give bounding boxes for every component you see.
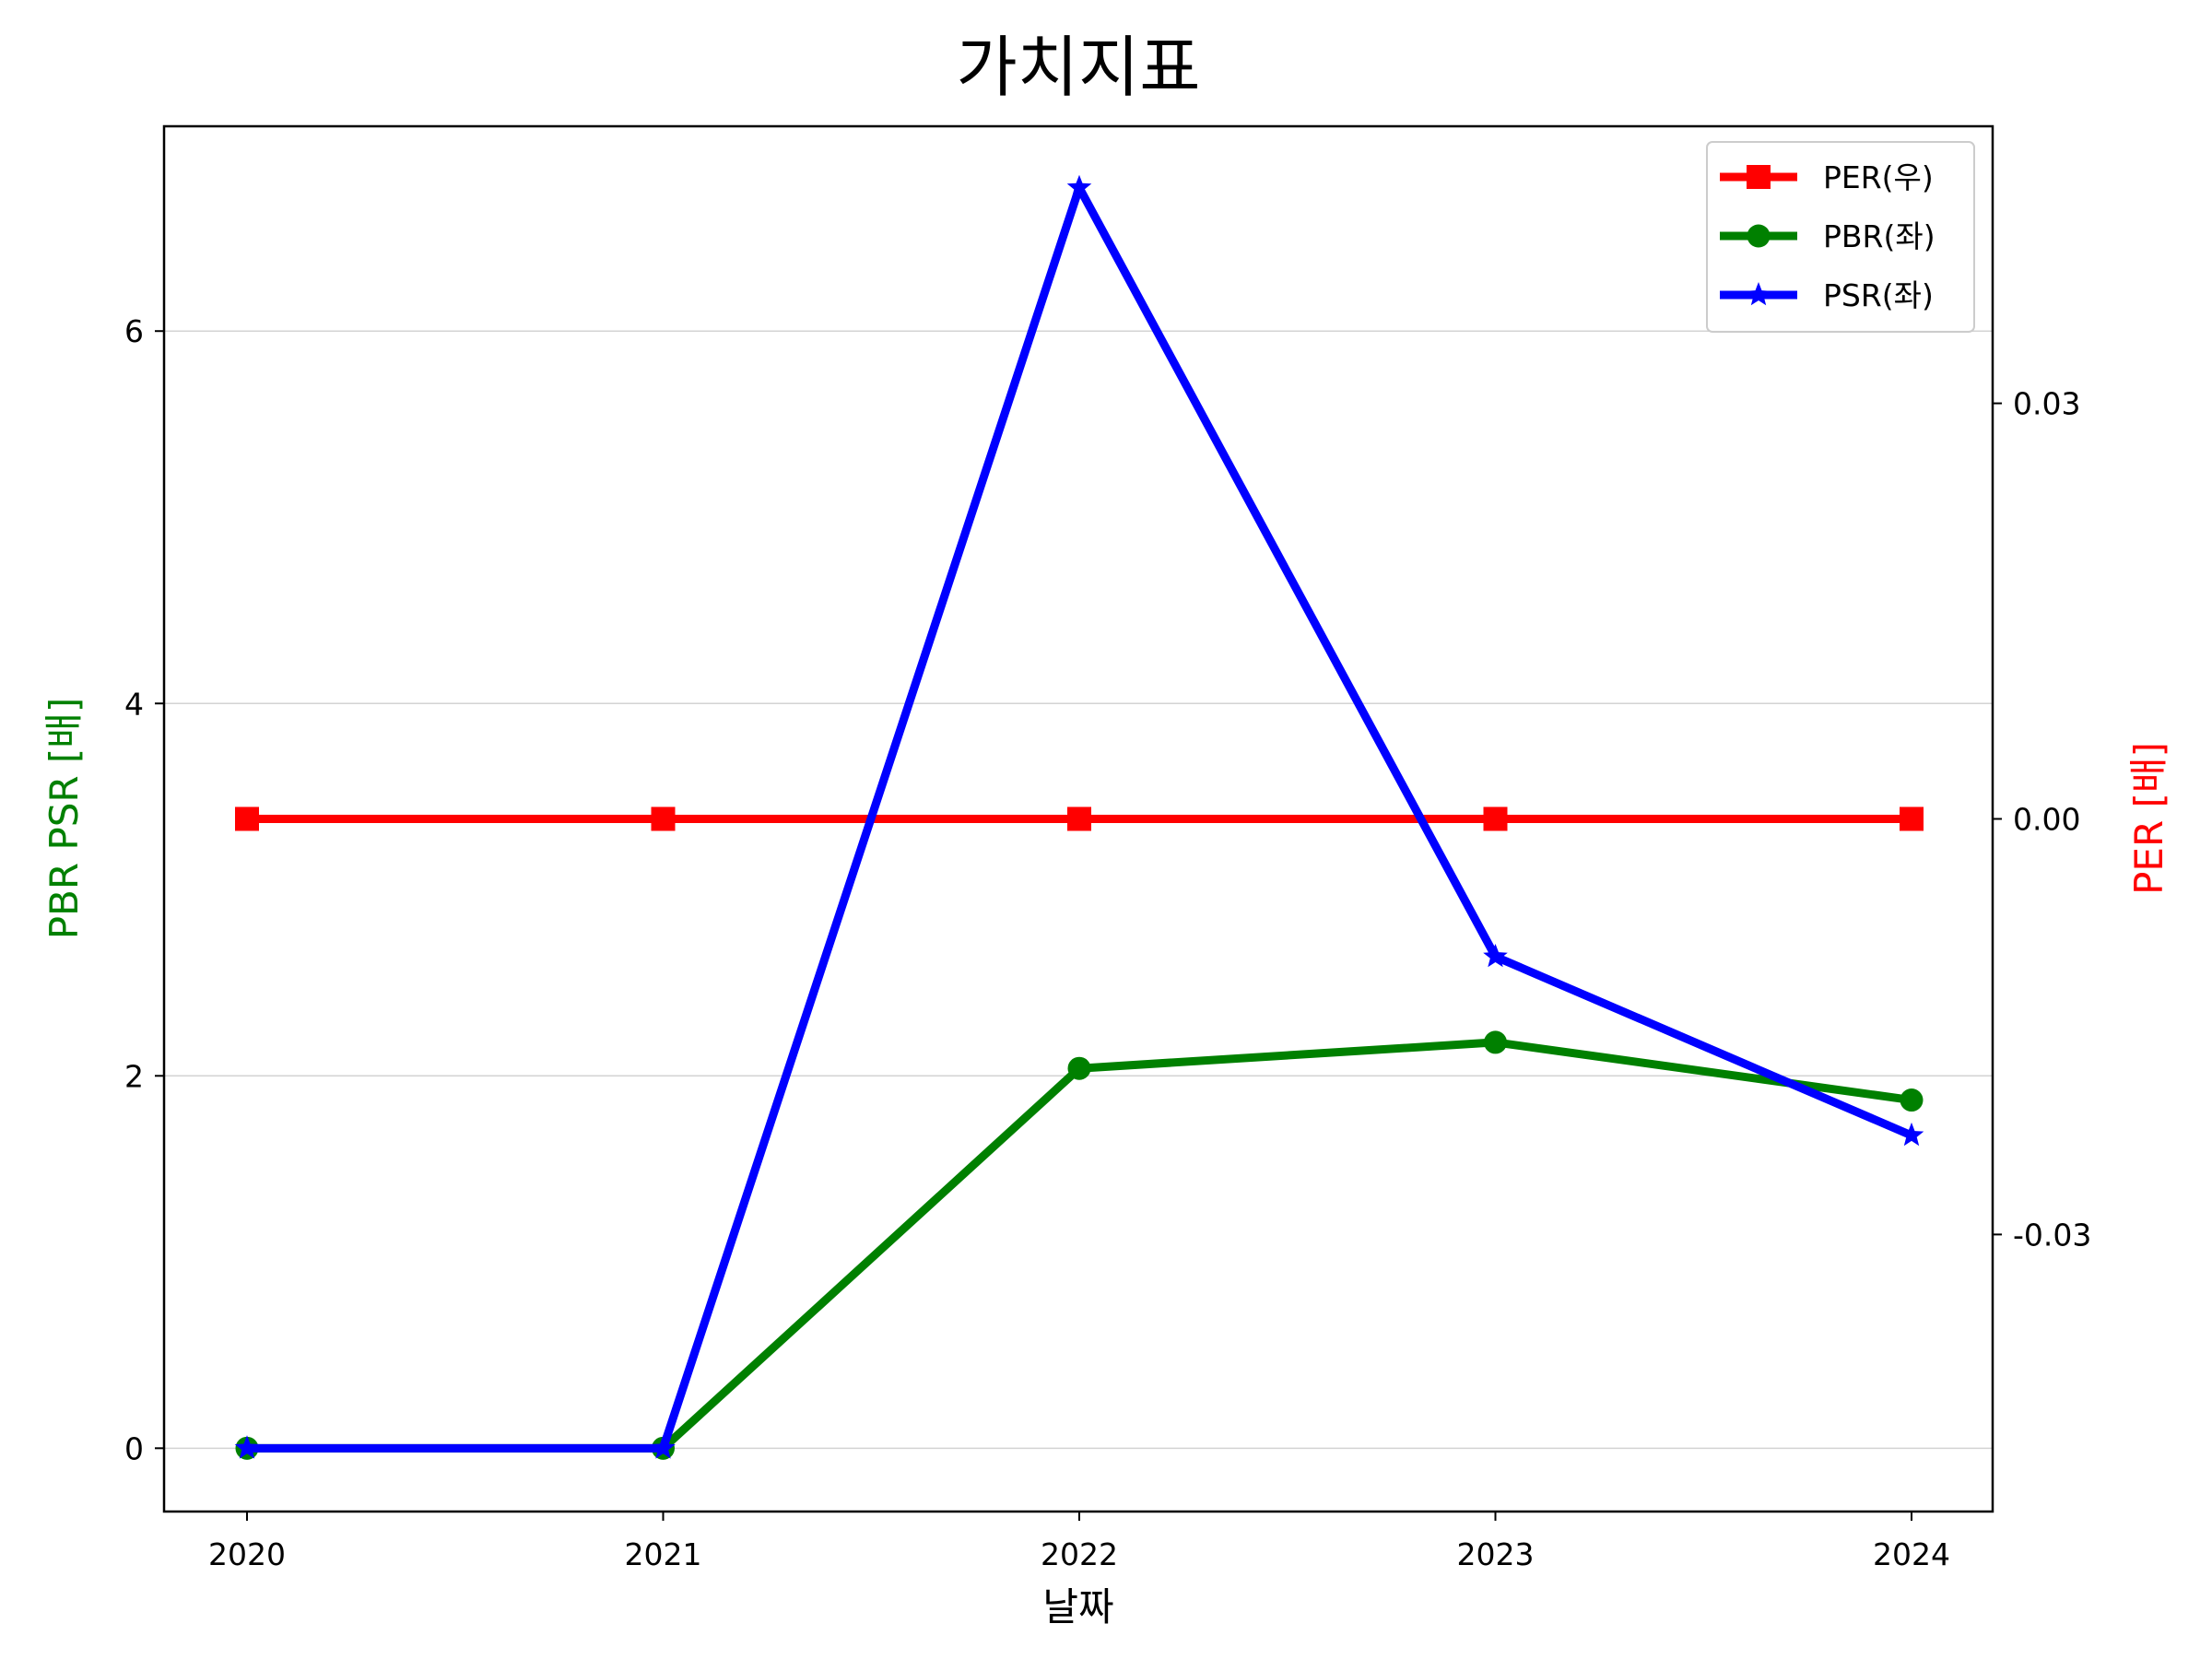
axis-ticks: 0 2 4 6 0.03 0.00 -0.03 2020 2021 2022 2023 2024 [124, 313, 2091, 1572]
data-point-per [651, 806, 676, 831]
legend-marker [1746, 282, 1771, 306]
y-right-tick-label: 0.00 [2013, 802, 2080, 838]
series-per [235, 806, 1924, 831]
data-point-pbr [1484, 1030, 1507, 1054]
data-point-per [1067, 806, 1091, 831]
y-right-tick-label: -0.03 [2013, 1217, 2091, 1253]
legend-box [1706, 141, 1975, 333]
data-point-psr [651, 1435, 676, 1459]
data-point-pbr [1900, 1088, 1924, 1112]
data-point-psr [1483, 944, 1508, 968]
data-point-psr [1899, 1122, 1924, 1147]
y-axis-right-label: PER [배] [2126, 742, 2171, 895]
x-axis-label: 날짜 [1042, 1584, 1113, 1630]
legend-entry-psr: PSR(좌) [1720, 277, 1934, 313]
x-tick-label: 2021 [625, 1536, 702, 1572]
y-left-tick-label: 0 [124, 1430, 144, 1466]
data-point-pbr [1067, 1056, 1091, 1080]
y-left-tick-label: 6 [124, 313, 144, 349]
y-axis-left-label: PBR PSR [배] [41, 698, 87, 940]
data-point-per [1900, 806, 1924, 831]
data-point-psr [1066, 174, 1092, 198]
x-tick-label: 2022 [1041, 1536, 1118, 1572]
x-tick-label: 2024 [1873, 1536, 1950, 1572]
series-layer [234, 174, 1924, 1460]
legend: PER(우) PBR(좌) PSR(좌) [1706, 141, 1975, 333]
legend-marker [1747, 165, 1771, 189]
chart-title: 가치지표 [957, 29, 1201, 106]
data-point-per [235, 806, 259, 831]
legend-label: PSR(좌) [1823, 277, 1934, 313]
x-tick-label: 2020 [208, 1536, 286, 1572]
series-psr [234, 174, 1924, 1459]
y-left-tick-label: 2 [124, 1058, 144, 1094]
y-right-tick-label: 0.03 [2013, 386, 2080, 422]
legend-marker [1747, 224, 1771, 248]
x-tick-label: 2023 [1457, 1536, 1535, 1572]
data-point-psr [234, 1435, 260, 1459]
legend-entry-pbr: PBR(좌) [1720, 218, 1936, 254]
data-point-per [1483, 806, 1508, 831]
legend-entry-per: PER(우) [1720, 159, 1934, 195]
legend-label: PBR(좌) [1823, 218, 1936, 254]
y-left-tick-label: 4 [124, 686, 144, 722]
legend-label: PER(우) [1823, 159, 1934, 195]
